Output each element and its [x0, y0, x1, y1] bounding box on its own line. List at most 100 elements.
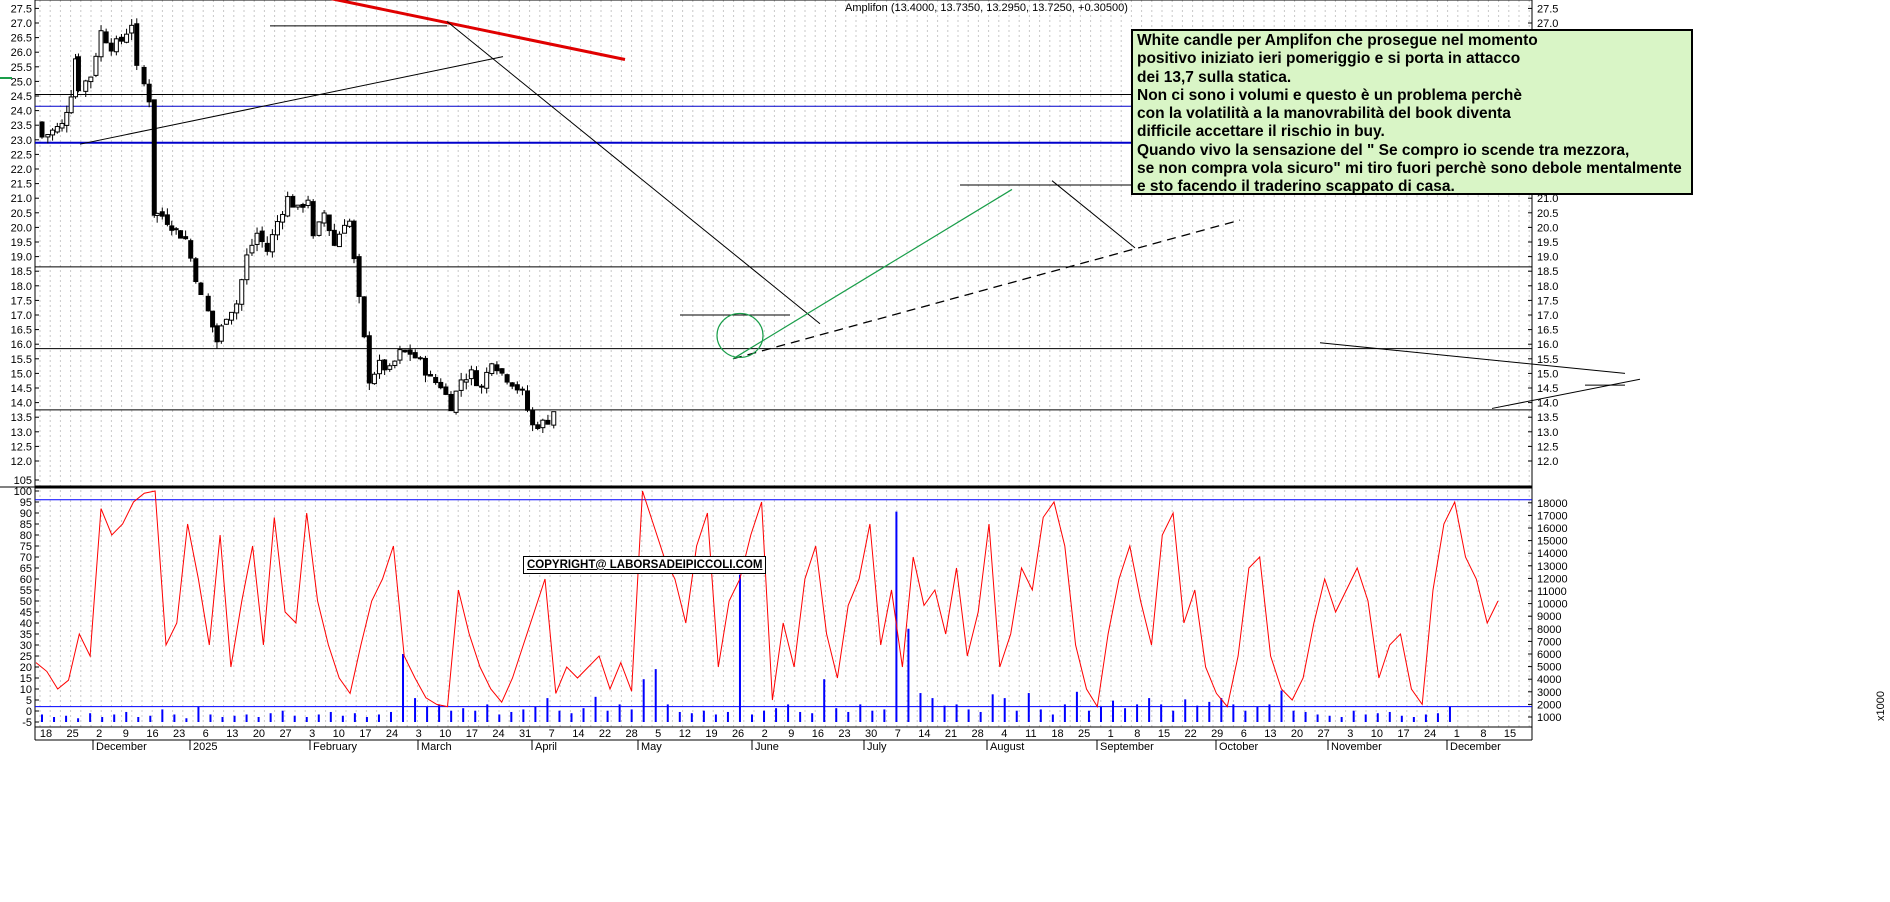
highlight-circle	[716, 312, 764, 359]
price-tick-label-left: 25.5	[11, 62, 32, 74]
candle-body	[88, 76, 94, 83]
day-tick-label: 28	[625, 728, 637, 740]
candle-body	[382, 359, 388, 371]
day-tick-label: 25	[66, 728, 78, 740]
price-tick-label-left: 18.5	[11, 266, 32, 278]
price-tick-label-left: 21.5	[11, 179, 32, 191]
volume-tick-label: 15000	[1537, 536, 1568, 548]
candle-body	[371, 373, 377, 385]
day-tick-label: 12	[679, 728, 691, 740]
osc-tick-label: 50	[20, 596, 32, 608]
price-tick-label-right: 14.5	[1537, 383, 1558, 395]
month-label: December	[96, 741, 147, 753]
volume-tick-label: 16000	[1537, 523, 1568, 535]
volume-tick-label: 10000	[1537, 599, 1568, 611]
price-tick-label-right: 17.0	[1537, 310, 1558, 322]
volume-tick-label: 4000	[1537, 674, 1561, 686]
volume-bars	[41, 511, 1451, 722]
day-tick-label: 23	[173, 728, 185, 740]
day-tick-label: 26	[732, 728, 744, 740]
day-tick-label: 13	[226, 728, 238, 740]
month-label: August	[990, 741, 1024, 753]
candle-body	[377, 359, 383, 375]
price-tick-label-right: 15.5	[1537, 354, 1558, 366]
copyright-label: COPYRIGHT@ LABORSADEIPICCOLI.COM	[523, 556, 767, 574]
volume-tick-label: 17000	[1537, 510, 1568, 522]
price-tick-label-left: 23.0	[11, 135, 32, 147]
day-tick-label: 21	[945, 728, 957, 740]
candle-body	[169, 225, 175, 231]
candle-body	[463, 379, 469, 383]
volume-tick-label: 1000	[1537, 712, 1561, 724]
candle-body	[387, 365, 393, 370]
osc-tick-label: 25	[20, 651, 32, 663]
day-tick-label: 5	[655, 728, 661, 740]
price-tick-label-left: 20.5	[11, 208, 32, 220]
candle-body	[223, 318, 229, 325]
candle-body	[458, 379, 464, 391]
day-tick-label: 4	[1001, 728, 1007, 740]
month-label: September	[1100, 741, 1154, 753]
price-tick-label-right: 20.5	[1537, 208, 1558, 220]
candle-body	[259, 230, 265, 243]
day-tick-label: 1	[1108, 728, 1114, 740]
candle-body	[540, 419, 546, 429]
day-tick-label: 10	[333, 728, 345, 740]
day-tick-label: 16	[812, 728, 824, 740]
day-tick-label: 19	[705, 728, 717, 740]
price-tick-label-left: 23.5	[11, 120, 32, 132]
price-tick-label-right: 16.5	[1537, 325, 1558, 337]
day-tick-label: 20	[1291, 728, 1303, 740]
month-label: July	[867, 741, 887, 753]
month-label: June	[755, 741, 779, 753]
day-tick-label: 3	[309, 728, 315, 740]
price-tick-label-right: 27.5	[1537, 3, 1558, 15]
day-tick-label: 22	[1184, 728, 1196, 740]
price-tick-label-right: 13.0	[1537, 427, 1558, 439]
day-tick-label: 3	[416, 728, 422, 740]
volume-tick-label: 9000	[1537, 611, 1561, 623]
downtrend-line	[1319, 342, 1626, 374]
price-tick-label-left: 17.0	[11, 310, 32, 322]
day-tick-label: 6	[1241, 728, 1247, 740]
price-tick-label-right: 13.5	[1537, 412, 1558, 424]
candle-body	[188, 240, 194, 259]
price-tick-label-right: 18.5	[1537, 266, 1558, 278]
candle-body	[229, 311, 235, 321]
candle-body	[244, 254, 250, 281]
osc-tick-label: 0	[26, 706, 32, 718]
price-tick-label-left: 20.0	[11, 222, 32, 234]
volume-tick-label: 2000	[1537, 699, 1561, 711]
price-tick-label-left: 14.0	[11, 398, 32, 410]
commentary-note: White candle per Amplifon che prosegue n…	[1131, 29, 1693, 195]
day-tick-label: 20	[253, 728, 265, 740]
price-tick-label-left: 25.0	[11, 76, 32, 88]
candle-body	[519, 388, 525, 391]
candle-body	[218, 325, 224, 342]
candle-body	[351, 220, 357, 260]
candle-body	[331, 229, 337, 246]
price-tick-label-left: 18.0	[11, 281, 32, 293]
candle-body	[489, 363, 495, 375]
candle-body	[159, 211, 165, 217]
volume-tick-label: 3000	[1537, 687, 1561, 699]
osc-tick-label: 80	[20, 530, 32, 542]
downtrend-red	[330, 0, 626, 61]
day-tick-label: 2	[762, 728, 768, 740]
candle-body	[551, 411, 557, 426]
candle-body	[285, 196, 291, 217]
day-tick-label: 13	[1264, 728, 1276, 740]
candle-body	[239, 279, 245, 305]
candle-body	[448, 393, 454, 412]
candle-body	[509, 382, 515, 387]
day-tick-label: 17	[1397, 728, 1409, 740]
day-tick-label: 18	[40, 728, 52, 740]
volume-unit-label: x1000	[1875, 691, 1887, 721]
month-label: November	[1331, 741, 1382, 753]
candle-body	[178, 230, 184, 239]
day-tick-label: 8	[1134, 728, 1140, 740]
price-tick-label-left: 19.0	[11, 252, 32, 264]
volume-tick-label: 6000	[1537, 649, 1561, 661]
candle-body	[68, 96, 74, 114]
